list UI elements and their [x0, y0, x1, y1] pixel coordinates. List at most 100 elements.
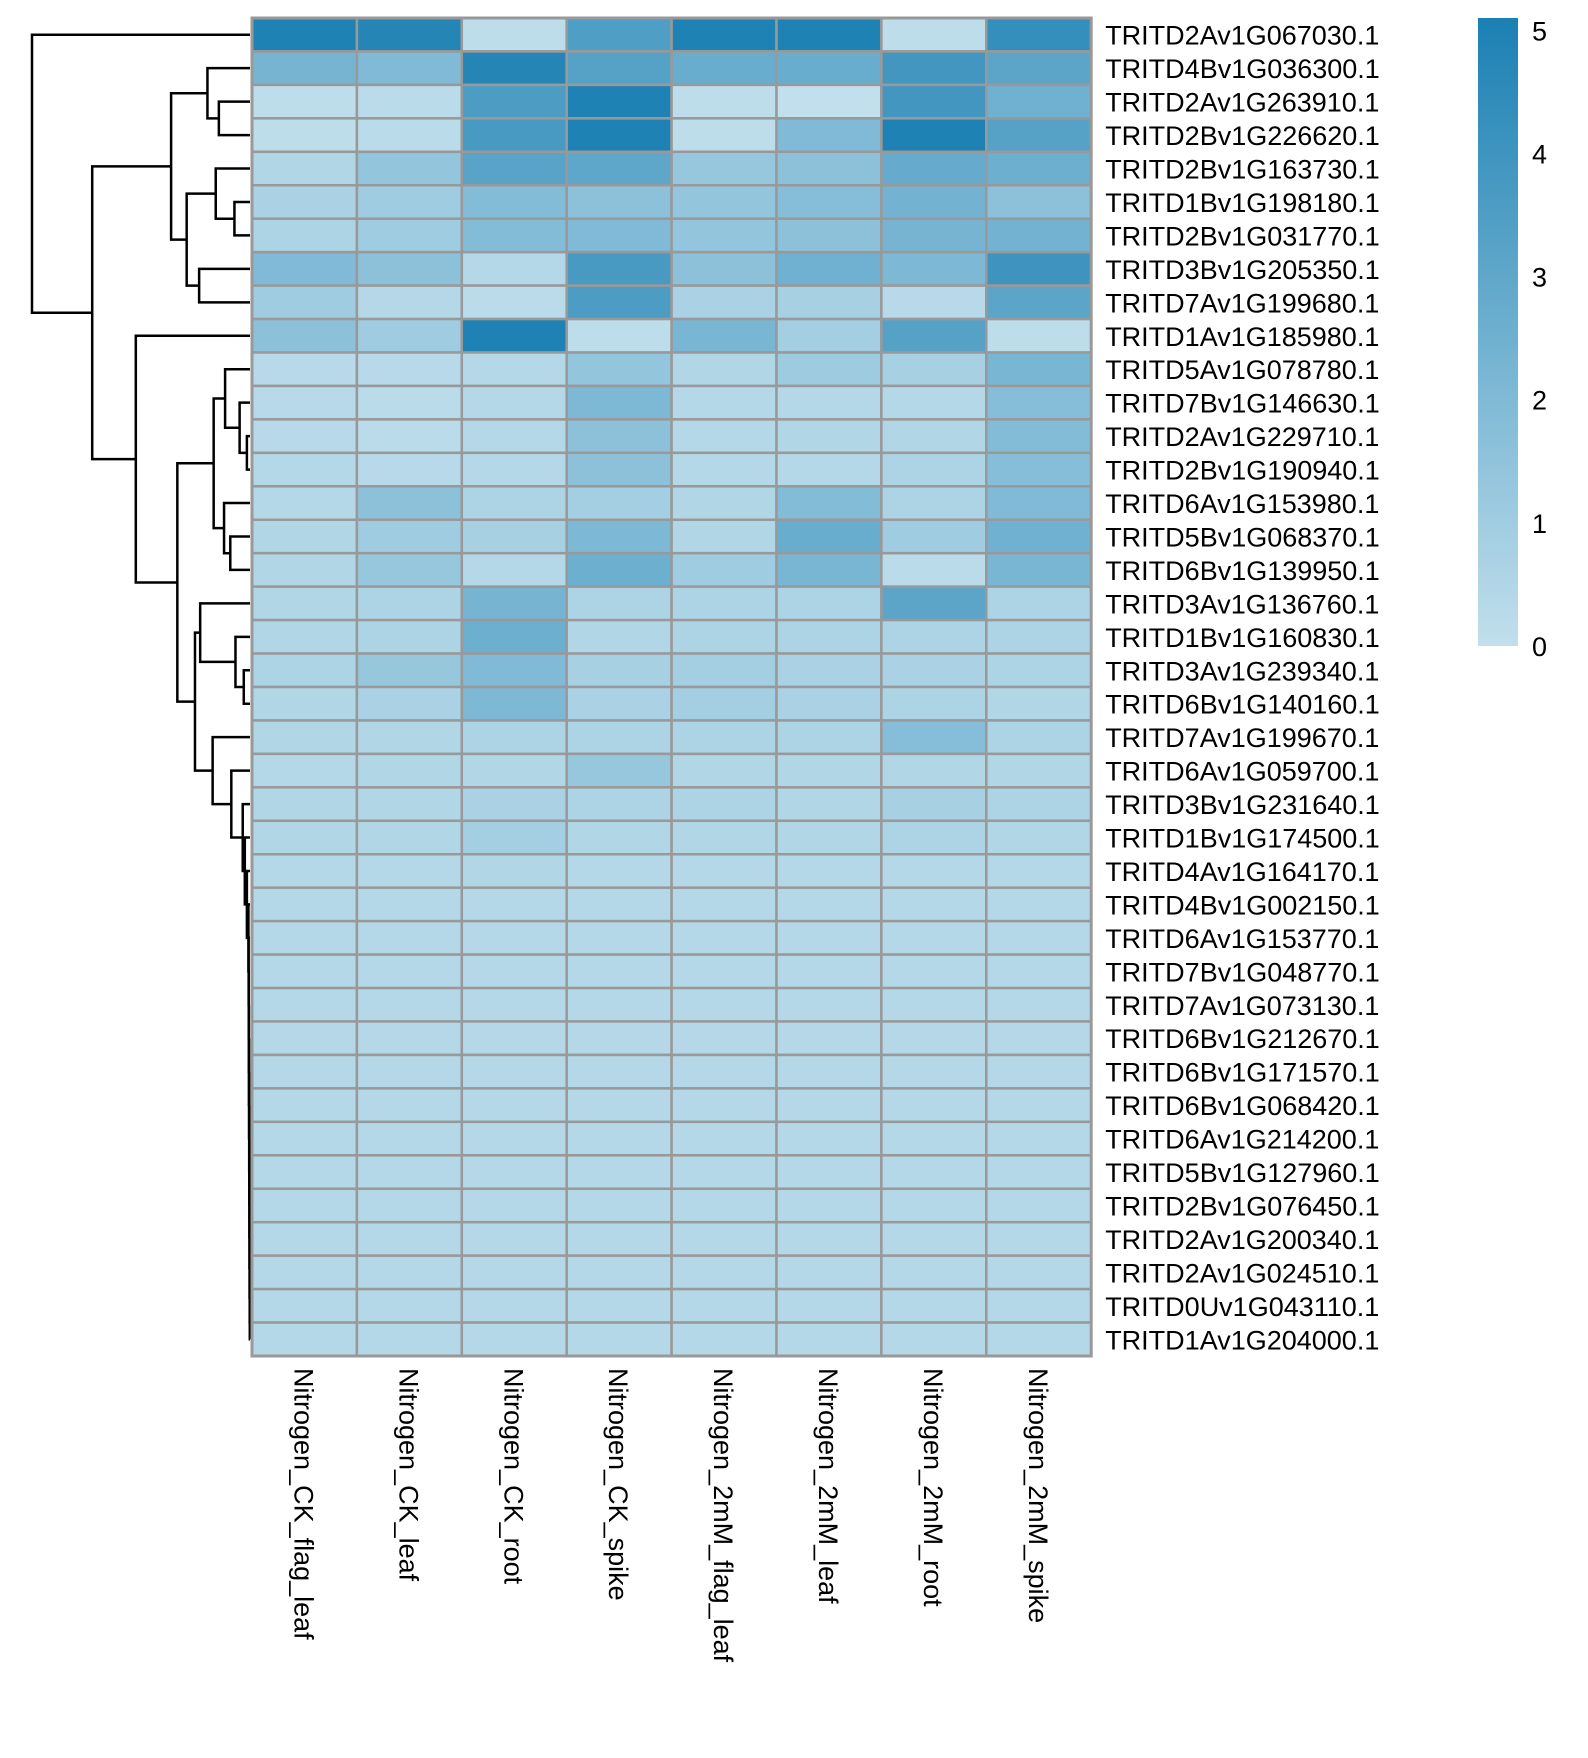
heatmap-cell	[880, 719, 988, 756]
heatmap-cell	[355, 1053, 464, 1090]
heatmap-cell	[250, 953, 359, 990]
heatmap-cell	[460, 1020, 568, 1057]
heatmap-cell	[250, 1154, 359, 1191]
heatmap-cell	[775, 551, 883, 588]
heatmap-cell	[775, 585, 883, 622]
dendrogram-branch	[30, 33, 250, 315]
heatmap-cell	[565, 150, 673, 187]
heatmap-cell	[775, 652, 883, 689]
heatmap-cell	[985, 1020, 1093, 1057]
heatmap-cell	[775, 719, 883, 756]
heatmap-cell	[355, 919, 464, 956]
heatmap-cell	[565, 485, 673, 521]
heatmap-cell	[460, 786, 568, 823]
heatmap-cell	[670, 685, 778, 722]
row-label: TRITD6Bv1G068420.1	[1105, 1091, 1380, 1121]
heatmap-cell	[460, 184, 568, 220]
row-label: TRITD1Bv1G174500.1	[1105, 824, 1380, 854]
heatmap-cell	[775, 16, 883, 53]
heatmap-cell	[670, 1053, 778, 1090]
row-label: TRITD2Av1G263910.1	[1105, 88, 1379, 118]
dendrogram-branch	[245, 434, 250, 471]
heatmap-cell	[775, 853, 883, 889]
heatmap-cell	[250, 585, 359, 622]
row-label: TRITD6Av1G214200.1	[1105, 1125, 1379, 1155]
heatmap-cell	[775, 685, 883, 722]
heatmap-cell	[880, 1220, 988, 1257]
heatmap-cell	[355, 1020, 464, 1057]
heatmap-cell	[355, 652, 464, 689]
heatmap-cell	[775, 485, 883, 521]
row-label: TRITD2Av1G024510.1	[1105, 1258, 1379, 1288]
heatmap-cell	[460, 986, 568, 1023]
heatmap-cell	[460, 351, 568, 388]
heatmap-cell	[355, 117, 464, 154]
heatmap-cell	[775, 1154, 883, 1191]
heatmap-cell	[250, 786, 359, 823]
heatmap-cell	[880, 83, 988, 120]
row-label: TRITD6Av1G153980.1	[1105, 489, 1379, 519]
heatmap-cell	[460, 1254, 568, 1291]
heatmap-cell	[565, 418, 673, 455]
heatmap-cell	[250, 1321, 359, 1358]
heatmap-cell	[670, 184, 778, 220]
heatmap-cell	[880, 217, 988, 254]
row-label: TRITD5Bv1G127960.1	[1105, 1158, 1380, 1188]
heatmap-cell	[565, 752, 673, 789]
heatmap-cell	[670, 1120, 778, 1157]
heatmap-cell	[880, 384, 988, 421]
heatmap-cell	[775, 1287, 883, 1324]
heatmap-cell	[565, 819, 673, 856]
heatmap-cell	[250, 50, 359, 87]
heatmap-cell	[985, 1287, 1093, 1324]
heatmap-cell	[670, 1087, 778, 1124]
heatmap-cell	[355, 485, 464, 521]
heatmap-cell	[775, 117, 883, 154]
dendrogram-branch	[217, 100, 250, 137]
heatmap-cell	[250, 819, 359, 856]
heatmap-cell	[880, 317, 988, 354]
heatmap-cell	[460, 1154, 568, 1191]
heatmap-cell	[985, 1120, 1093, 1157]
heatmap-cell	[670, 652, 778, 689]
heatmap-cell	[985, 685, 1093, 722]
heatmap-cell	[250, 853, 359, 889]
heatmap-cell	[460, 953, 568, 990]
heatmap-cell	[355, 752, 464, 789]
heatmap-cell	[670, 1220, 778, 1257]
heatmap-cell	[775, 518, 883, 555]
heatmap-cell	[355, 384, 464, 421]
heatmap-cell	[250, 451, 359, 488]
heatmap-cell	[775, 1220, 883, 1257]
heatmap-cell	[985, 1220, 1093, 1257]
heatmap-cell	[670, 451, 778, 488]
heatmap-cell	[355, 50, 464, 87]
heatmap-cell	[355, 953, 464, 990]
heatmap-cell	[250, 1287, 359, 1324]
row-label: TRITD2Bv1G031770.1	[1105, 221, 1380, 251]
heatmap-cell	[985, 451, 1093, 488]
heatmap-cell	[355, 351, 464, 388]
heatmap-cell	[670, 351, 778, 388]
heatmap-cell	[250, 351, 359, 388]
heatmap-cell	[250, 16, 359, 53]
heatmap-cell	[775, 953, 883, 990]
heatmap-cell	[460, 1321, 568, 1358]
heatmap-cell	[880, 1053, 988, 1090]
heatmap-cell	[670, 83, 778, 120]
heatmap-cell	[250, 184, 359, 220]
heatmap-cell	[775, 1120, 883, 1157]
heatmap-cell	[565, 451, 673, 488]
heatmap-frame	[250, 16, 1093, 1358]
heatmap-cell	[985, 117, 1093, 154]
heatmap-cell	[985, 986, 1093, 1023]
column-label: Nitrogen_2mM_spike	[1023, 1368, 1053, 1623]
heatmap-cell	[565, 1220, 673, 1257]
heatmap-cell	[565, 317, 673, 354]
heatmap-cell	[775, 1321, 883, 1358]
heatmap-cell	[985, 719, 1093, 756]
heatmap-cell	[775, 819, 883, 856]
heatmap-cell	[985, 250, 1093, 287]
heatmap-cell	[880, 1120, 988, 1157]
heatmap-cell	[775, 284, 883, 321]
